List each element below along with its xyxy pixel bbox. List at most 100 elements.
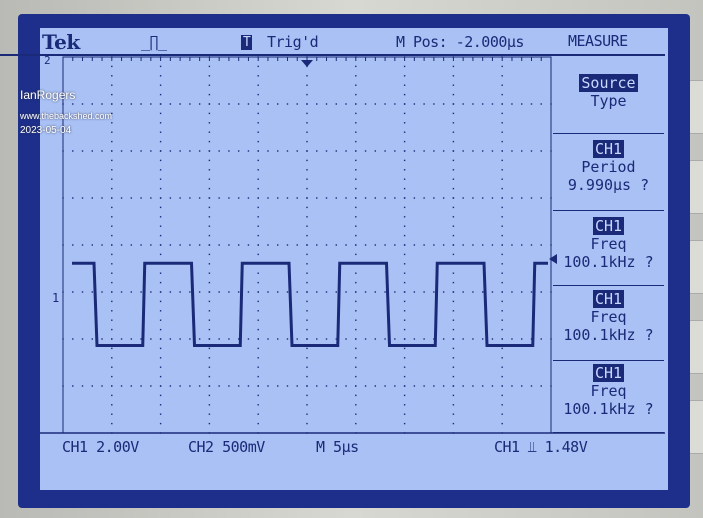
grid-dot xyxy=(423,150,425,152)
trigger-status: Trig'd xyxy=(267,33,319,51)
grid-dot xyxy=(81,385,84,387)
grid-dot xyxy=(286,385,289,387)
grid-dot xyxy=(530,291,533,293)
grid-dot xyxy=(306,281,308,284)
grid-dot xyxy=(442,103,445,105)
grid-dot xyxy=(501,432,503,434)
grid-dot xyxy=(62,197,64,199)
grid-dot xyxy=(550,103,552,105)
grid-dot xyxy=(511,244,513,246)
trigger-level: CH1 ⫫ 1.48V xyxy=(494,438,588,456)
grid-dot xyxy=(208,357,211,359)
grid-dot xyxy=(306,122,308,124)
grid-dot xyxy=(355,122,357,124)
grid-dot xyxy=(501,75,503,77)
grid-dot xyxy=(120,338,123,340)
grid-dot xyxy=(481,385,484,387)
grid-dot xyxy=(120,150,123,152)
grid-dot xyxy=(501,122,503,124)
grid-dot xyxy=(306,225,308,227)
grid-dot xyxy=(257,187,259,190)
measure-slot-3[interactable]: CH1 Freq 100.1kHz ? xyxy=(553,285,664,360)
grid-dot xyxy=(111,159,113,162)
grid-dot xyxy=(159,404,162,406)
grid-dot xyxy=(218,103,220,105)
grid-dot xyxy=(101,197,103,199)
grid-dot xyxy=(111,413,113,415)
grid-dot xyxy=(208,150,211,152)
grid-dot xyxy=(257,103,259,105)
grid-dot xyxy=(296,197,298,199)
grid-dot xyxy=(247,338,250,340)
grid-dot xyxy=(111,300,113,303)
grid-dot xyxy=(267,103,269,105)
grid-dot xyxy=(501,404,503,406)
grid-dot xyxy=(364,385,367,387)
grid-dot xyxy=(237,103,240,105)
grid-dot xyxy=(159,112,162,115)
grid-dot xyxy=(150,338,152,340)
grid-dot xyxy=(111,103,113,105)
grid-dot xyxy=(159,216,162,218)
grid-dot xyxy=(355,291,357,293)
measure-slot-4[interactable]: CH1 Freq 100.1kHz ? xyxy=(553,360,664,433)
grid-dot xyxy=(355,422,357,425)
lcd-screen xyxy=(40,28,668,490)
grid-dot xyxy=(208,281,211,284)
grid-dot xyxy=(159,310,162,312)
grid-dot xyxy=(208,216,211,218)
grid-dot xyxy=(257,385,259,387)
grid-dot xyxy=(433,103,435,105)
measure-slot-2[interactable]: CH1 Freq 100.1kHz ? xyxy=(553,210,664,285)
grid-dot xyxy=(159,281,162,284)
grid-dot xyxy=(452,310,455,312)
grid-dot xyxy=(159,122,162,124)
grid-dot xyxy=(452,432,455,434)
grid-dot xyxy=(237,338,240,340)
grid-dot xyxy=(501,216,503,218)
grid-dot xyxy=(423,385,425,387)
menu-source[interactable]: Source Type xyxy=(553,55,664,133)
grid-dot xyxy=(189,385,191,387)
grid-dot xyxy=(452,178,455,180)
grid-dot xyxy=(511,150,513,152)
grid-dot xyxy=(501,65,503,68)
grid-dot xyxy=(335,338,337,340)
grid-dot xyxy=(159,319,162,321)
grid-dot xyxy=(501,357,503,359)
grid-dot xyxy=(208,272,211,274)
grid-dot xyxy=(120,291,123,293)
grid-dot xyxy=(355,159,357,162)
grid-dot xyxy=(257,244,259,246)
grid-dot xyxy=(355,103,357,105)
grid-dot xyxy=(150,291,152,293)
grid-dot xyxy=(452,150,455,152)
grid-dot xyxy=(355,75,357,77)
grid-dot xyxy=(257,338,259,340)
grid-dot xyxy=(91,338,93,340)
grid-dot xyxy=(316,244,318,246)
grid-dot xyxy=(286,197,289,199)
grid-dot xyxy=(364,244,367,246)
grid-dot xyxy=(306,338,308,340)
grid-dot xyxy=(189,338,191,340)
grid-dot xyxy=(394,385,396,387)
grid-dot xyxy=(481,103,484,105)
grid-dot xyxy=(462,291,464,293)
grid-dot xyxy=(306,319,308,321)
grid-dot xyxy=(159,422,162,425)
grid-dot xyxy=(208,122,211,124)
grid-dot xyxy=(111,272,113,274)
grid-dot xyxy=(159,84,162,86)
grid-dot xyxy=(306,159,308,162)
grid-dot xyxy=(228,244,230,246)
grid-dot xyxy=(452,253,455,256)
measure-slot-1[interactable]: CH1 Period 9.990µs ? xyxy=(553,133,664,210)
grid-dot xyxy=(472,150,474,152)
grid-dot xyxy=(208,300,211,303)
grid-dot xyxy=(501,263,503,265)
grid-dot xyxy=(208,413,211,415)
grid-dot xyxy=(355,206,357,209)
horizontal-position: M Pos: -2.000µs xyxy=(396,33,524,51)
grid-dot xyxy=(120,103,123,105)
